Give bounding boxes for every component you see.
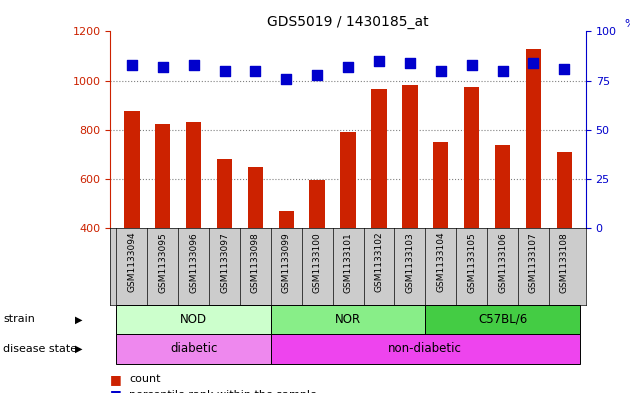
Bar: [556, 152, 572, 228]
Point: [343, 64, 353, 70]
Text: %: %: [625, 18, 630, 29]
Title: GDS5019 / 1430185_at: GDS5019 / 1430185_at: [267, 15, 429, 29]
Point: [250, 68, 260, 74]
Bar: [186, 122, 202, 228]
Text: GSM1133105: GSM1133105: [467, 232, 476, 292]
Text: GSM1133102: GSM1133102: [374, 232, 384, 292]
Text: GSM1133104: GSM1133104: [436, 232, 445, 292]
Point: [281, 75, 291, 82]
Bar: [124, 111, 140, 228]
Text: GSM1133094: GSM1133094: [127, 232, 136, 292]
Bar: [495, 145, 510, 228]
Bar: [464, 87, 479, 228]
Bar: [117, 334, 271, 364]
Text: ▶: ▶: [75, 314, 83, 324]
Point: [467, 62, 477, 68]
Point: [127, 62, 137, 68]
Bar: [309, 180, 325, 228]
Text: diabetic: diabetic: [170, 342, 217, 355]
Bar: [271, 334, 580, 364]
Point: [374, 58, 384, 64]
Bar: [402, 86, 418, 228]
Text: ■: ■: [110, 388, 122, 393]
Text: GSM1133095: GSM1133095: [158, 232, 167, 292]
Point: [312, 72, 322, 78]
Point: [529, 60, 539, 66]
Text: GSM1133107: GSM1133107: [529, 232, 538, 292]
Point: [158, 64, 168, 70]
Text: GSM1133096: GSM1133096: [189, 232, 198, 292]
Text: GSM1133106: GSM1133106: [498, 232, 507, 292]
Point: [559, 66, 570, 72]
Bar: [278, 211, 294, 228]
Point: [219, 68, 229, 74]
Text: ▶: ▶: [75, 344, 83, 354]
Text: count: count: [129, 374, 161, 384]
Text: GSM1133108: GSM1133108: [560, 232, 569, 292]
Text: NOD: NOD: [180, 313, 207, 326]
Bar: [525, 49, 541, 228]
Point: [498, 68, 508, 74]
Bar: [425, 305, 580, 334]
Text: percentile rank within the sample: percentile rank within the sample: [129, 390, 317, 393]
Text: GSM1133098: GSM1133098: [251, 232, 260, 292]
Point: [436, 68, 446, 74]
Text: disease state: disease state: [3, 344, 77, 354]
Text: GSM1133100: GSM1133100: [312, 232, 322, 292]
Point: [405, 60, 415, 66]
Text: non-diabetic: non-diabetic: [388, 342, 462, 355]
Text: strain: strain: [3, 314, 35, 324]
Bar: [433, 143, 449, 228]
Point: [188, 62, 198, 68]
Text: NOR: NOR: [335, 313, 361, 326]
Bar: [340, 132, 356, 228]
Text: GSM1133099: GSM1133099: [282, 232, 291, 292]
Bar: [371, 89, 387, 228]
Text: ■: ■: [110, 373, 122, 386]
Text: GSM1133097: GSM1133097: [220, 232, 229, 292]
Bar: [117, 305, 271, 334]
Bar: [155, 123, 171, 228]
Bar: [271, 305, 425, 334]
Text: C57BL/6: C57BL/6: [478, 313, 527, 326]
Bar: [248, 167, 263, 228]
Text: GSM1133101: GSM1133101: [343, 232, 353, 292]
Text: GSM1133103: GSM1133103: [405, 232, 415, 292]
Bar: [217, 159, 232, 228]
